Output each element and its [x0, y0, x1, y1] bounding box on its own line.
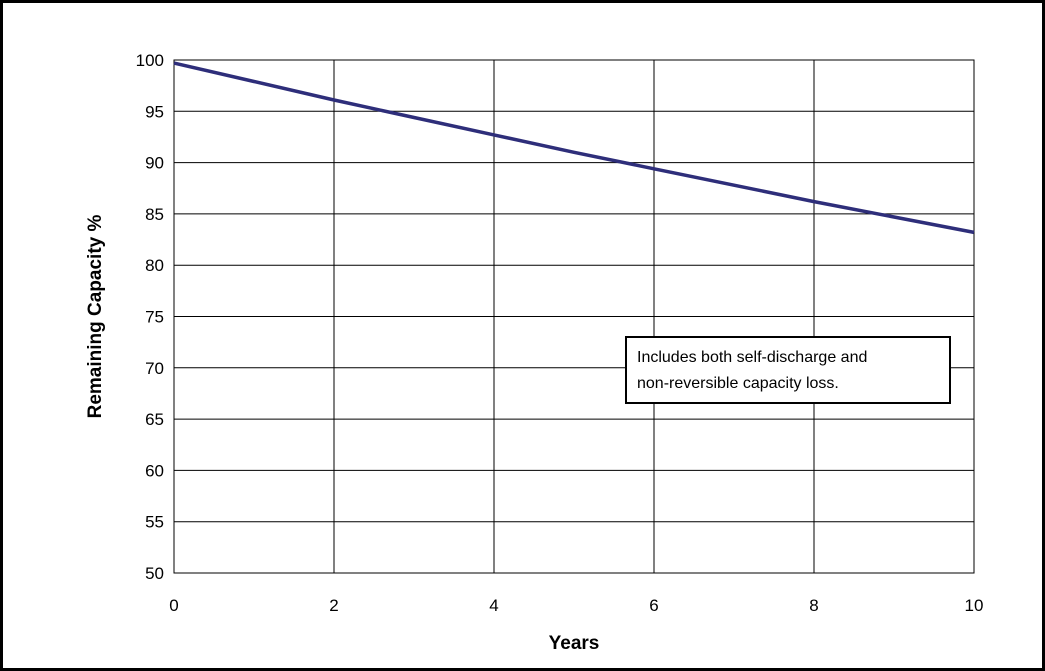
x-tick-label: 8 — [809, 596, 818, 615]
y-tick-label: 95 — [145, 102, 164, 121]
y-axis-title: Remaining Capacity % — [85, 215, 106, 419]
y-tick-label: 55 — [145, 513, 164, 532]
annotation-box: Includes both self-discharge and non-rev… — [625, 336, 951, 404]
y-tick-label: 90 — [145, 154, 164, 173]
y-tick-label: 85 — [145, 205, 164, 224]
y-tick-label: 80 — [145, 256, 164, 275]
y-tick-label: 50 — [145, 564, 164, 583]
x-tick-labels: 0 2 4 6 8 10 — [169, 596, 983, 615]
annotation-border — [625, 336, 951, 404]
annotation-line-1: Includes both self-discharge and — [637, 349, 867, 366]
x-tick-label: 2 — [329, 596, 338, 615]
y-tick-label: 65 — [145, 410, 164, 429]
x-tick-label: 6 — [649, 596, 658, 615]
x-tick-label: 4 — [489, 596, 498, 615]
y-tick-label: 70 — [145, 359, 164, 378]
plot-area-border — [173, 59, 975, 574]
x-tick-label: 10 — [965, 596, 984, 615]
x-axis-title: Years — [549, 633, 600, 654]
y-tick-label: 100 — [136, 51, 164, 70]
y-tick-labels: 50 55 60 65 70 75 80 85 90 95 100 — [136, 51, 164, 583]
grid-lines — [173, 59, 975, 574]
y-tick-label: 75 — [145, 308, 164, 327]
y-tick-label: 60 — [145, 461, 164, 480]
x-tick-label: 0 — [169, 596, 178, 615]
annotation-line-2: non-reversible capacity loss. — [637, 375, 839, 392]
series-layer — [173, 61, 975, 235]
series-line — [173, 61, 975, 235]
